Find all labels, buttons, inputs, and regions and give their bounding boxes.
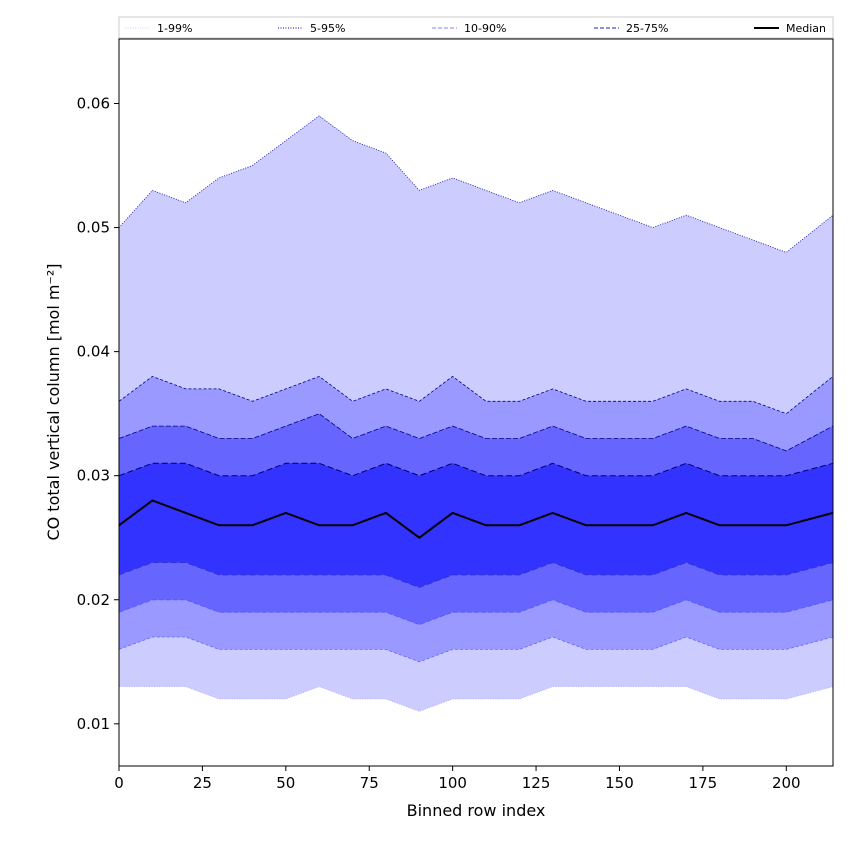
legend-label: 1-99% xyxy=(157,22,192,35)
plot-area xyxy=(118,115,834,712)
series-line-p25 xyxy=(118,561,834,588)
x-tick-label: 175 xyxy=(689,774,718,792)
legend-label: Median xyxy=(786,22,826,35)
series-line-median xyxy=(118,499,834,539)
y-tick-label: 0.03 xyxy=(77,467,110,485)
x-tick-label: 50 xyxy=(276,774,295,792)
plot-frame xyxy=(118,38,834,767)
y-axis-ticks: 0.01 0.02 0.03 0.04 0.05 0.06 xyxy=(77,95,119,733)
x-tick-label: 125 xyxy=(522,774,551,792)
series-line-p90 xyxy=(118,413,834,452)
x-tick-label: 0 xyxy=(114,774,124,792)
series-line-p99 xyxy=(118,115,834,253)
series-line-p75 xyxy=(118,462,834,477)
x-tick-label: 150 xyxy=(605,774,634,792)
x-tick-label: 200 xyxy=(772,774,801,792)
legend: 1-99% 5-95% 10-90% 25-75% Median xyxy=(118,16,834,39)
legend-label: 10-90% xyxy=(464,22,506,35)
legend-frame xyxy=(118,16,834,39)
x-axis-ticks: 0 25 50 75 100 125 150 175 200 xyxy=(114,766,801,792)
y-tick-label: 0.05 xyxy=(77,219,110,237)
x-tick-label: 75 xyxy=(360,774,379,792)
band-25-75 xyxy=(119,463,833,588)
x-axis-label: Binned row index xyxy=(407,801,546,820)
series-line-p10 xyxy=(118,599,834,626)
legend-label: 25-75% xyxy=(626,22,668,35)
x-tick-label: 100 xyxy=(438,774,467,792)
series-line-p5 xyxy=(118,636,834,663)
y-axis-label: CO total vertical column [mol m⁻²] xyxy=(44,263,63,540)
legend-label: 5-95% xyxy=(310,22,345,35)
y-tick-label: 0.06 xyxy=(77,95,110,113)
series-line-p95 xyxy=(118,375,834,415)
series-line-p1 xyxy=(119,686,834,712)
y-tick-label: 0.04 xyxy=(77,343,110,361)
y-tick-label: 0.01 xyxy=(77,715,110,733)
x-tick-label: 25 xyxy=(193,774,212,792)
y-tick-label: 0.02 xyxy=(77,591,110,609)
